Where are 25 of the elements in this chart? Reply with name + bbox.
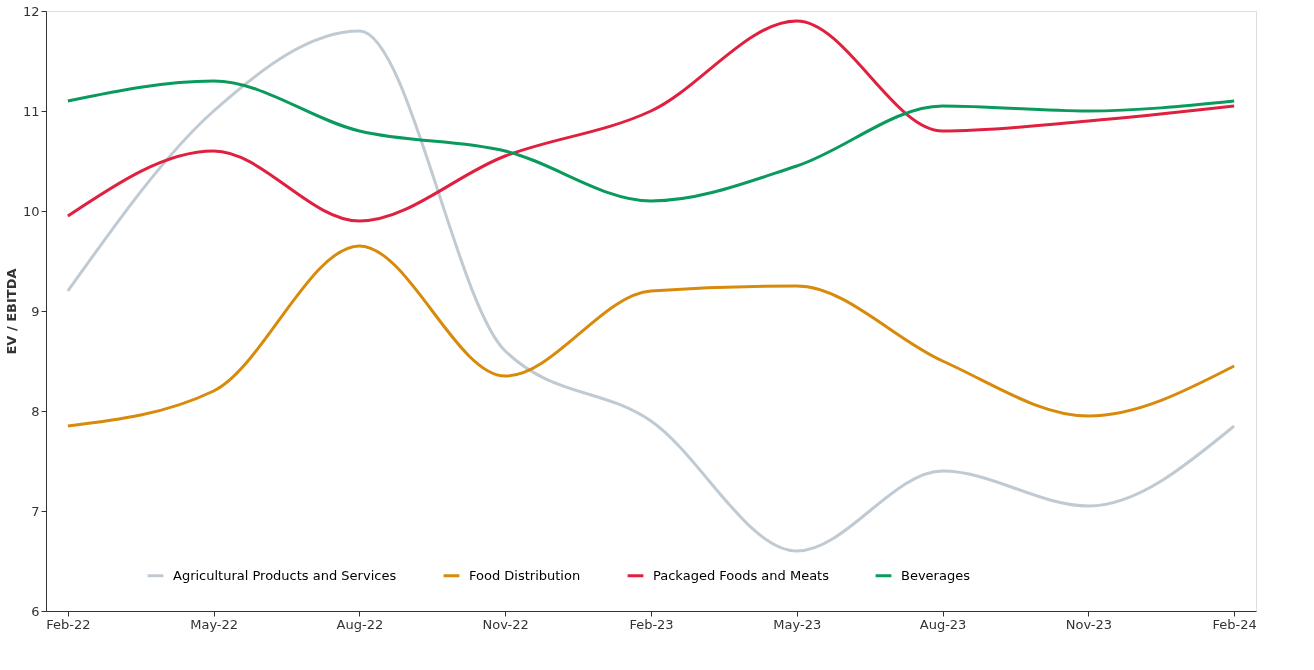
y-tick-label: 6	[31, 603, 40, 619]
y-tick-label: 8	[31, 403, 40, 419]
line-series	[66, 29, 1236, 553]
x-tick-label: Feb-24	[1212, 616, 1257, 632]
x-tick-label: Nov-22	[482, 616, 529, 632]
line-series	[66, 19, 1236, 223]
x-tick-label: May-23	[773, 616, 822, 632]
legend-label: Packaged Foods and Meats	[653, 567, 830, 583]
x-tick-label: Feb-23	[629, 616, 674, 632]
line-series	[66, 244, 1236, 428]
x-tick-label: Aug-23	[919, 616, 967, 632]
line-series	[66, 79, 1236, 203]
x-tick-label: Aug-22	[336, 616, 384, 632]
y-axis-title: EV / EBITDA	[3, 268, 19, 355]
y-tick-label: 11	[22, 103, 40, 119]
y-tick-label: 9	[31, 303, 40, 319]
x-tick-label: Feb-22	[46, 616, 91, 632]
y-tick-label: 7	[31, 503, 40, 519]
legend-label: Beverages	[901, 567, 971, 583]
y-tick-label: 10	[22, 203, 40, 219]
legend-label: Food Distribution	[469, 567, 581, 583]
x-tick-label: Nov-23	[1065, 616, 1112, 632]
x-tick-label: May-22	[190, 616, 239, 632]
y-tick-label: 12	[22, 3, 40, 19]
legend-label: Agricultural Products and Services	[173, 567, 397, 583]
